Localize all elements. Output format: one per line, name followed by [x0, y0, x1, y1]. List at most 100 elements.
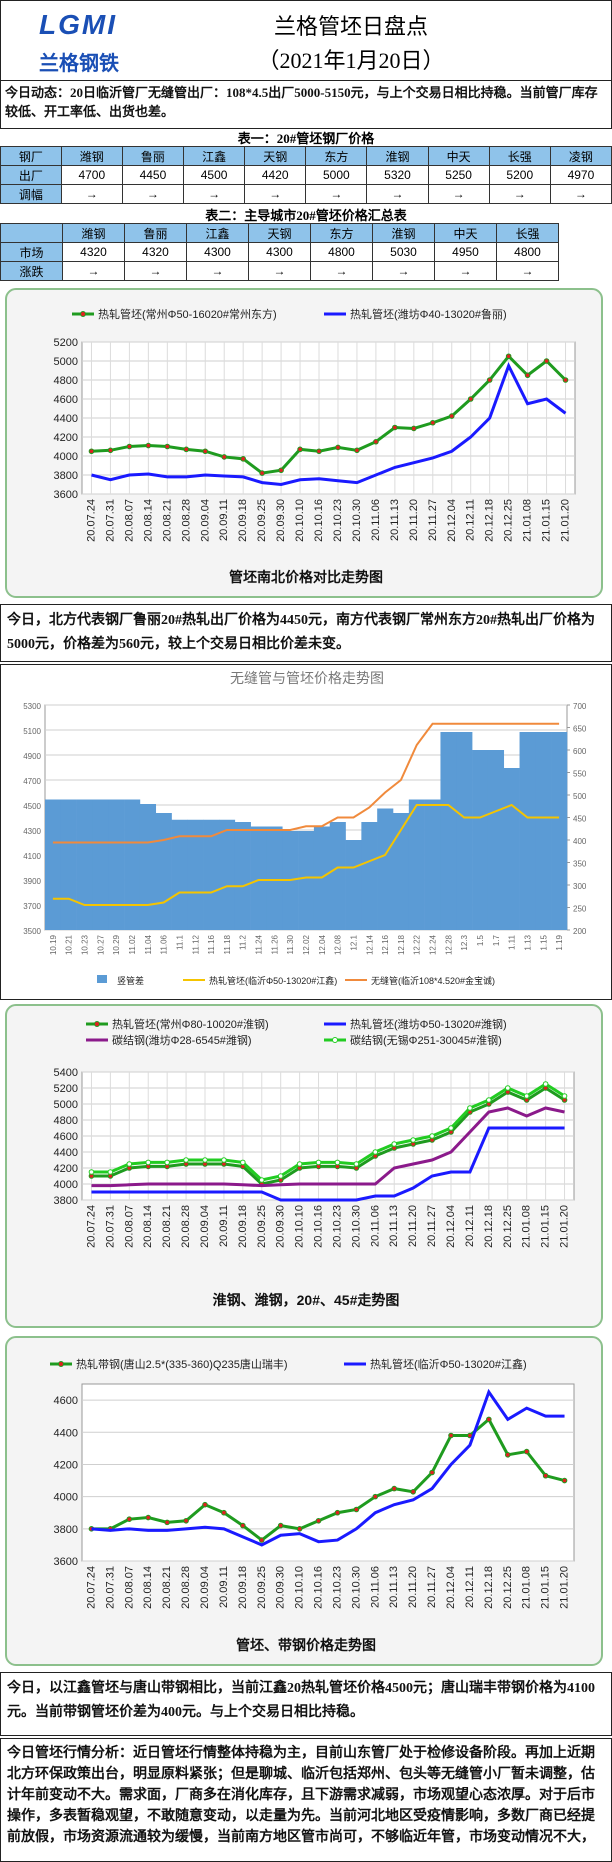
header-cell: 江鑫 [182, 146, 246, 166]
line [91, 354, 567, 475]
x-tick-label: 20.09.30 [275, 499, 287, 542]
point [429, 1133, 435, 1139]
line [91, 1388, 565, 1547]
x-tick-label: 11.02 [128, 934, 137, 954]
x-tick-label: 20.12.11 [464, 1205, 476, 1247]
line [91, 1086, 566, 1186]
news: 今日动态：20日临沂管厂无缝管出厂：108*4.5出厂5000-5150元，与上… [0, 80, 612, 129]
cell: 4970 [549, 165, 612, 185]
cell: 5000 [305, 165, 368, 185]
point [126, 1516, 133, 1522]
legend-label: 热轧带钢(唐山2.5*(335-360)Q235唐山瑞丰) [76, 1357, 288, 1371]
point [542, 1081, 549, 1087]
point [372, 1149, 379, 1155]
bar [108, 799, 125, 930]
x-tick-label: 20.10.23 [331, 1566, 343, 1609]
x-tick-label: 11.04 [144, 934, 153, 954]
point [410, 1489, 416, 1495]
bar [519, 732, 536, 930]
y-tick-label: 4400 [54, 1147, 78, 1159]
chart-1-frame: 3600 3800 4000 4200 4400 4600 4800 5000 5200 20.0… [0, 286, 612, 602]
point [391, 1141, 398, 1147]
x-tick-label: 20.07.31 [104, 499, 116, 542]
x-tick-label: 20.11.27 [426, 1205, 438, 1247]
table-title: 表一：20#管坯钢厂价格 [237, 131, 375, 146]
x-tick-label: 20.11.27 [427, 499, 439, 541]
cell: 市场 [0, 242, 63, 262]
y-tick-label: 5400 [54, 1067, 78, 1079]
bar [361, 822, 378, 930]
x-tick-label: 20.09.25 [256, 499, 268, 542]
chart-title: 无缝管与管坯价格走势图 [230, 670, 384, 686]
x-tick-label: 1.19 [555, 934, 564, 950]
x-tick-label: 1.15 [539, 934, 548, 950]
point [524, 372, 531, 379]
legend-label: 碳结钢(潍坊Φ28-6545#潍钢) [112, 1033, 252, 1047]
header: LGMI 兰格钢铁 兰格管坯日盘点 （2021年1月20日） [0, 0, 612, 81]
y-tick-label: 4000 [54, 451, 78, 463]
x-tick-label: 12.18 [397, 934, 406, 955]
bar [203, 819, 220, 930]
header-cell: 潍钢 [62, 223, 125, 243]
line [52, 803, 560, 906]
point [561, 1477, 568, 1484]
x-tick-label: 12.16 [381, 934, 390, 955]
x-tick-label: 20.10.23 [331, 1205, 343, 1248]
y-tick-label: 4000 [54, 1492, 78, 1504]
x-tick-label: 12.04 [318, 934, 327, 955]
cell: → [62, 261, 125, 281]
point [164, 1159, 170, 1166]
x-tick-label: 20.11.20 [407, 1566, 419, 1608]
cell: 4800 [496, 242, 559, 262]
cell: 涨跌 [0, 261, 63, 281]
x-tick-label: 20.10.16 [313, 1205, 325, 1248]
x-tick-label: 11.2 [239, 934, 248, 950]
x-tick-label: 20.11.06 [369, 1566, 381, 1608]
bar [535, 732, 552, 930]
point [411, 425, 417, 432]
y-tick-label: 5100 [23, 727, 41, 736]
x-tick-label: 20.07.24 [85, 1566, 97, 1609]
x-tick-label: 1.11 [508, 934, 517, 950]
bar [45, 799, 62, 930]
point [202, 448, 209, 455]
row: 调幅 → → → → → → → → → [0, 184, 612, 204]
bar [155, 813, 172, 930]
line [91, 1417, 565, 1542]
header-cell: 凌钢 [549, 146, 612, 166]
x-tick-label: 20.10.16 [313, 499, 325, 542]
x-tick-label: 20.08.14 [142, 1205, 154, 1248]
legend-label: 热轧管坯(临沂Φ50-13020#江鑫) [209, 975, 337, 986]
bar [266, 826, 283, 930]
x-tick-label: 12.08 [334, 934, 343, 955]
x-tick-label: 20.08.21 [161, 499, 173, 542]
x-tick-label: 20.10.10 [294, 1205, 306, 1248]
point [523, 1448, 530, 1455]
cell: → [427, 184, 490, 204]
header-cell: 天钢 [248, 223, 311, 243]
x-tick-label: 20.09.04 [199, 1205, 211, 1248]
legend-marker [58, 1361, 64, 1367]
point [391, 1485, 398, 1492]
x-tick-label: 20.08.14 [142, 499, 154, 542]
point [316, 448, 322, 455]
x-tick-label: 20.11.20 [407, 1205, 419, 1247]
point [561, 1093, 568, 1099]
point [486, 1416, 492, 1423]
cell: 5030 [372, 242, 435, 262]
x-tick-label: 20.08.07 [123, 1205, 135, 1248]
y2-tick-label: 350 [573, 860, 587, 869]
summary-2: 今日，以江鑫管坯与唐山带钢相比，当前江鑫20热轧管坯价格4500元；唐山瑞丰带钢… [0, 1672, 612, 1736]
x-tick-label: 12.22 [413, 934, 422, 955]
point [315, 1517, 322, 1524]
point [542, 1472, 549, 1479]
chart-title: 管坯、带钢价格走势图 [236, 1637, 376, 1653]
point [297, 446, 303, 453]
bar [487, 750, 505, 930]
bar [329, 822, 346, 930]
x-tick-label: 20.12.18 [483, 1566, 495, 1609]
point [107, 1169, 114, 1175]
x-tick-label: 10.27 [96, 934, 105, 955]
summary-1: 今日，北方代表钢厂鲁丽20#热轧出厂价格为4450元，南方代表钢厂常州东方20#… [0, 604, 612, 662]
point [145, 442, 152, 449]
